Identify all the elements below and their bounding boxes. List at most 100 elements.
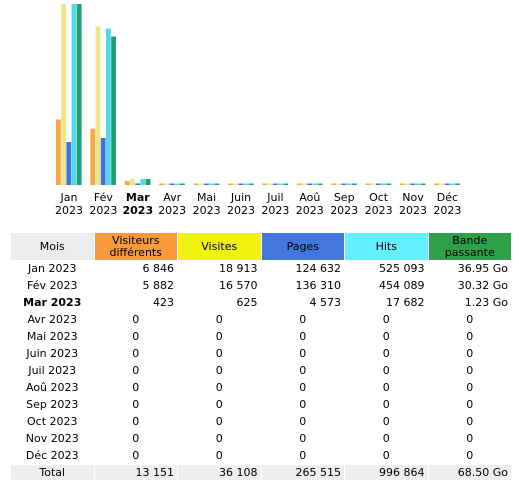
- bar-visites-4: [198, 183, 204, 185]
- cell-bande: 0: [466, 347, 474, 360]
- bar-pages-3: [169, 183, 175, 185]
- bar-bande-passante-5: [248, 183, 254, 185]
- cell-bande: 0: [466, 415, 474, 428]
- cell-mois: Fév 2023: [27, 279, 78, 292]
- bar-visiteurs-différents-9: [365, 183, 371, 185]
- header-bande-line2: passante: [444, 245, 495, 259]
- x-tick-label: 2023: [365, 204, 393, 217]
- cell-visites: 0: [215, 415, 223, 428]
- bar-bande-passante-2: [145, 179, 151, 185]
- cell-hits: 0: [382, 347, 390, 360]
- bar-pages-11: [444, 183, 450, 185]
- cell-hits: 525 093: [379, 262, 425, 275]
- table-row: Sep 2023 0 0 0 0 0: [11, 397, 511, 413]
- bar-bande-passante-11: [455, 183, 460, 185]
- cell-visiteurs: 423: [153, 296, 174, 309]
- bar-pages-2: [135, 183, 140, 185]
- bar-pages-6: [272, 183, 278, 185]
- cell-bande: 0: [466, 330, 474, 343]
- cell-visites: 625: [236, 296, 258, 309]
- cell-pages: 0: [299, 381, 307, 394]
- cell-pages: 124 632: [295, 262, 342, 275]
- cell-bande: 0: [466, 398, 474, 411]
- table-row: Jan 2023 6 846 18 913 124 632 525 093 36.95 G…: [11, 261, 511, 277]
- header-visiteurs: Visiteurs différents: [94, 233, 177, 260]
- bar-bande-passante-7: [317, 183, 323, 185]
- cell-mois: Juil 2023: [28, 364, 77, 377]
- x-tick-label: Sep: [334, 191, 355, 204]
- bar-visiteurs-différents-6: [262, 183, 268, 185]
- header-mois: Mois: [11, 233, 94, 260]
- cell-visiteurs: 0: [132, 313, 140, 326]
- bar-bande-passante-1: [111, 36, 116, 185]
- cell-hits: 0: [382, 398, 390, 411]
- cell-mois: Jan 2023: [28, 262, 77, 275]
- x-tick-label: 2023: [227, 204, 255, 217]
- table-row: Mai 2023 0 0 0 0 0: [11, 329, 511, 345]
- header-visiteurs-line1: Visiteurs: [112, 233, 160, 247]
- cell-pages: 0: [299, 347, 307, 360]
- x-tick-label: 2023: [433, 204, 461, 217]
- table-row: Aoû 2023 0 0 0 0 0: [11, 380, 511, 396]
- cell-hits: 454 089: [379, 279, 425, 292]
- cell-bande: 0: [466, 449, 474, 462]
- bar-visites-6: [267, 183, 273, 185]
- bar-visiteurs-différents-0: [56, 119, 61, 185]
- x-tick-label: Déc: [437, 191, 458, 204]
- cell-mois: Aoû 2023: [25, 381, 79, 394]
- total-visiteurs: 13 151: [94, 465, 177, 480]
- cell-pages: 0: [299, 415, 307, 428]
- table-body: Jan 2023 6 846 18 913 124 632 525 093 36.95 G…: [11, 261, 511, 464]
- cell-pages: 4 573: [309, 296, 342, 309]
- table-row: Mar 2023 423 625 4 573 17 682 1.23 Go: [11, 295, 511, 311]
- bar-visites-7: [302, 183, 307, 185]
- bar-visites-2: [130, 179, 135, 185]
- cell-pages: 0: [299, 398, 307, 411]
- bar-visiteurs-différents-5: [228, 183, 233, 185]
- bar-hits-11: [450, 183, 455, 185]
- cell-visiteurs: 0: [132, 330, 140, 343]
- cell-pages: 136 310: [295, 279, 342, 292]
- x-tick-label: 2023: [193, 204, 221, 217]
- cell-visites: 0: [215, 330, 223, 343]
- bar-visiteurs-différents-7: [296, 183, 302, 185]
- cell-visites: 0: [215, 381, 223, 394]
- bar-hits-8: [346, 183, 352, 185]
- cell-visiteurs: 6 846: [142, 262, 175, 275]
- x-tick-label: Mai: [197, 191, 216, 204]
- x-tick-label: 2023: [296, 204, 324, 217]
- cell-visiteurs: 0: [132, 364, 140, 377]
- header-bande-line1: Bande: [452, 233, 488, 247]
- bar-bande-passante-6: [283, 183, 288, 185]
- cell-mois: Sep 2023: [26, 398, 79, 411]
- cell-mois: Juin 2023: [26, 347, 79, 360]
- cell-hits: 0: [382, 432, 390, 445]
- table-header-row: Mois Visiteurs différents Visites Pages …: [11, 233, 511, 260]
- bar-bande-passante-10: [420, 183, 426, 185]
- cell-pages: 0: [299, 364, 307, 377]
- x-tick-label: Aoû: [299, 191, 320, 204]
- monthly-stats-table: Mois Visiteurs différents Visites Pages …: [10, 232, 512, 481]
- bar-bande-passante-4: [214, 183, 220, 185]
- cell-visites: 0: [215, 347, 223, 360]
- monthly-bar-chart: Jan2023Fév2023Mar2023Avr2023Mai2023Juin2…: [55, 4, 461, 217]
- x-tick-label: 2023: [399, 204, 427, 217]
- bar-hits-2: [140, 178, 146, 185]
- cell-visites: 0: [215, 364, 223, 377]
- table-row: Nov 2023 0 0 0 0 0: [11, 431, 511, 447]
- cell-mois: Mar 2023: [23, 296, 82, 309]
- bar-pages-9: [376, 183, 381, 185]
- bar-visiteurs-différents-11: [434, 183, 440, 185]
- x-tick-label: Mar: [126, 191, 150, 204]
- header-bande-passante: Bande passante: [428, 233, 511, 260]
- bar-pages-4: [204, 183, 209, 185]
- cell-visiteurs: 5 882: [142, 279, 175, 292]
- bar-bande-passante-3: [180, 183, 185, 185]
- total-hits: 996 864: [345, 465, 428, 480]
- cell-pages: 0: [299, 330, 307, 343]
- cell-visiteurs: 0: [132, 347, 140, 360]
- bar-hits-5: [243, 183, 249, 185]
- header-hits: Hits: [345, 233, 428, 260]
- cell-mois: Avr 2023: [27, 313, 77, 326]
- bar-visiteurs-différents-1: [90, 128, 96, 185]
